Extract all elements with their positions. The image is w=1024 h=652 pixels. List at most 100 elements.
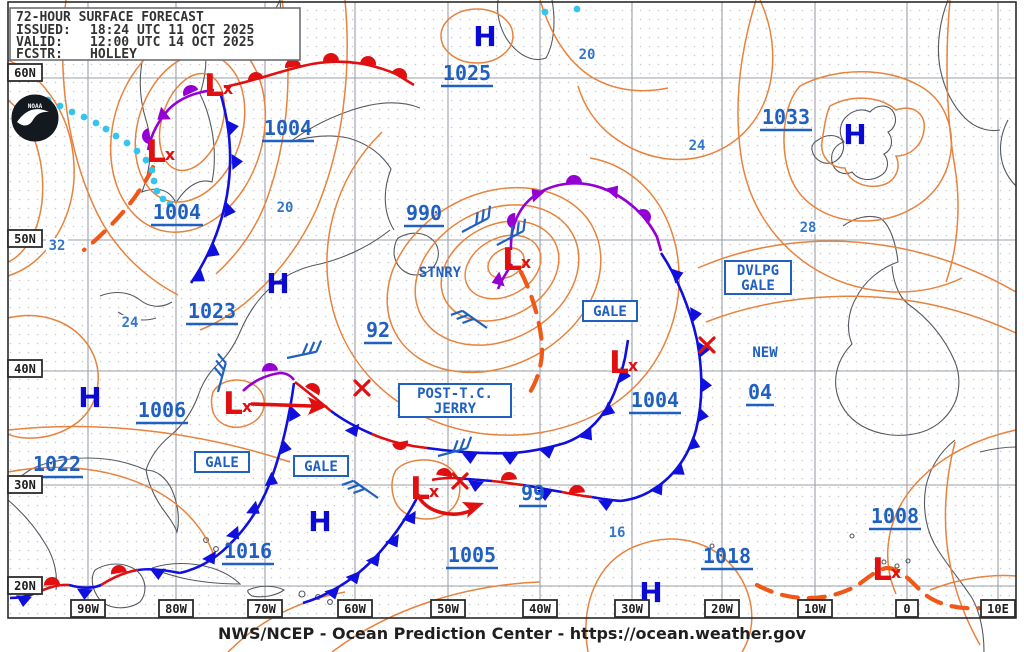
gale-box: GALE <box>194 451 250 473</box>
occluded-front-path <box>509 182 663 252</box>
pressure-label: 92 <box>366 318 390 342</box>
stationary-label: STNRY <box>419 265 462 281</box>
svg-text:GALE: GALE <box>205 455 239 471</box>
pressure-label: 1033 <box>762 105 810 129</box>
svg-text:POST-T.C.: POST-T.C. <box>417 386 493 402</box>
valid-value: 12:00 UTC 14 OCT 2025 <box>90 35 254 50</box>
longitude-labels: 90W 80W 70W 60W 50W 40W 30W 20W 10W 0 10… <box>70 599 1016 618</box>
forecaster-value: HOLLEY <box>90 47 137 62</box>
valid-label: VALID: <box>16 35 63 50</box>
new-label: NEW <box>752 345 778 361</box>
map-frame <box>7 1 1017 619</box>
pressure-label: 04 <box>748 380 772 404</box>
latitude-label: 60N <box>14 66 36 80</box>
pressure-label: 1008 <box>871 504 919 528</box>
dvlpg-gale-box: DVLPG GALE <box>724 260 792 295</box>
latitude-label: 50N <box>14 232 36 246</box>
low-symbol: L <box>609 345 629 381</box>
low-symbol: L <box>502 242 522 278</box>
high-symbol: H <box>843 118 866 151</box>
pressure-label: 1025 <box>443 61 491 85</box>
pressure-label: 99 <box>521 481 545 505</box>
dotted-background <box>8 2 1016 618</box>
svg-text:GALE: GALE <box>593 304 627 320</box>
pressure-label: 1023 <box>188 299 236 323</box>
longitude-label: 70W <box>254 602 276 616</box>
low-position-marker: x <box>628 356 639 375</box>
high-symbol: H <box>308 505 331 538</box>
low-symbol: L <box>223 386 243 422</box>
low-symbol: L <box>872 552 892 588</box>
longitude-label: 20W <box>711 602 733 616</box>
high-symbol: H <box>78 381 101 414</box>
longitude-label: 10E <box>987 602 1009 616</box>
longitude-label: 60W <box>344 602 366 616</box>
isobar-label: 28 <box>800 220 817 236</box>
pressure-label: 1018 <box>703 544 751 568</box>
pressure-label: 1005 <box>448 543 496 567</box>
isobar-label: 20 <box>579 47 596 63</box>
forecast-header-box: 72-HOUR SURFACE FORECAST ISSUED: 18:24 U… <box>9 7 301 62</box>
latitude-label: 40N <box>14 362 36 376</box>
forecast-title: 72-HOUR SURFACE FORECAST <box>16 10 204 25</box>
occluded-front-path <box>146 88 215 151</box>
svg-text:JERRY: JERRY <box>434 401 477 417</box>
post-tc-jerry-box: POST-T.C. JERRY <box>398 383 512 418</box>
text-annotations: STNRY NEW GALE GALE GALE DVLPG GALE POST… <box>194 260 792 477</box>
low-position-marker: x <box>165 145 176 164</box>
graticule-lines <box>8 2 1016 618</box>
isobar-label: 24 <box>689 138 706 154</box>
low-position-marker: x <box>521 253 532 272</box>
footer-credit: NWS/NCEP - Ocean Prediction Center - htt… <box>218 624 807 643</box>
latitude-label: 30N <box>14 478 36 492</box>
pressure-label: 1006 <box>138 398 186 422</box>
isobar-labels: 20 24 28 32 20 24 16 <box>46 47 819 541</box>
new-low-x-marks <box>353 336 716 490</box>
noaa-logo: NOAA <box>11 94 59 142</box>
latitude-label: 20N <box>14 579 36 593</box>
svg-text:GALE: GALE <box>741 278 775 294</box>
longitude-label: 0 <box>903 602 910 616</box>
isobar-label: 24 <box>122 315 139 331</box>
low-position-marker: x <box>891 563 902 582</box>
cold-front-path <box>619 252 703 503</box>
pressure-labels: 1025 1004 1004 1033 990 1023 92 1006 100… <box>31 61 921 571</box>
pressure-label: 990 <box>406 201 442 225</box>
pressure-label: 1004 <box>153 200 201 224</box>
low-symbol: L <box>146 134 166 170</box>
longitude-label: 30W <box>621 602 643 616</box>
low-position-marker: x <box>242 397 253 416</box>
gale-box: GALE <box>582 300 638 322</box>
isobar-label: 16 <box>609 525 626 541</box>
cold-front-path <box>302 493 421 605</box>
svg-text:GALE: GALE <box>304 459 338 475</box>
pressure-label: 1004 <box>631 388 679 412</box>
low-symbol: L <box>204 68 224 104</box>
noaa-logo-text: NOAA <box>28 103 43 110</box>
fronts <box>9 52 713 608</box>
longitude-label: 10W <box>804 602 826 616</box>
trough-lines <box>81 164 1005 611</box>
low-position-marker: x <box>223 79 234 98</box>
pressure-label: 1004 <box>264 116 312 140</box>
low-symbols: Lx Lx Lx Lx Lx Lx Lx <box>146 68 902 588</box>
longitude-label: 90W <box>77 602 99 616</box>
movement-arrows <box>250 397 484 518</box>
pressure-label: 1016 <box>224 539 272 563</box>
issued-label: ISSUED: <box>16 23 71 38</box>
gale-box: GALE <box>293 455 349 477</box>
pressure-label: 1022 <box>33 452 81 476</box>
latitude-labels: 60N 50N 40N 30N 20N <box>7 63 43 595</box>
forecaster-label: FCSTR: <box>16 47 63 62</box>
high-symbol: H <box>266 267 289 300</box>
svg-text:DVLPG: DVLPG <box>737 263 779 279</box>
high-symbol: H <box>473 20 496 53</box>
low-position-marker: x <box>429 482 440 501</box>
isobar-label: 20 <box>277 200 294 216</box>
isobar-label: 32 <box>49 238 66 254</box>
occluded-front-path <box>242 371 296 392</box>
longitude-label: 50W <box>437 602 459 616</box>
issued-value: 18:24 UTC 11 OCT 2025 <box>90 23 254 38</box>
